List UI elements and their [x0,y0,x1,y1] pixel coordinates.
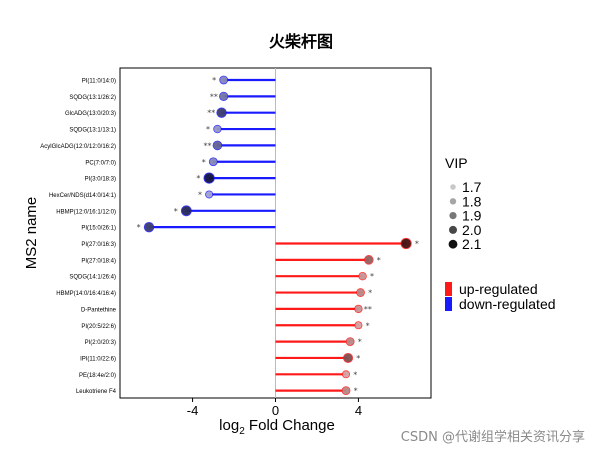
lollipop-dot [219,92,228,101]
y-tick-label: PI(3:0/18:3) [85,177,116,183]
y-tick-label: PI(11:0/14:0) [82,79,116,85]
lollipop-dot [204,173,214,183]
significance-marks: ************************ [137,76,419,396]
significance-mark: * [415,240,419,249]
y-tick-label: PI(15:0/26:1) [81,226,116,232]
significance-mark: * [196,174,200,183]
vip-legend-label: 1.9 [462,208,482,224]
significance-mark: * [174,207,178,216]
vip-legend-label: 1.8 [462,193,482,209]
vip-legend-key [448,239,458,249]
regulation-legend-label: down-regulated [459,296,556,312]
vip-legend-key [449,198,457,205]
y-tick-label: GlcADG(13:0/20:3) [65,111,116,117]
lollipop-dot [213,141,222,150]
y-tick-label: HexCer/NDS(d14:0/14:1) [49,193,116,199]
lollipop-stems [149,78,407,392]
significance-mark: * [206,125,210,134]
vip-legend-key [450,184,456,190]
significance-mark: * [198,190,202,199]
significance-mark: * [202,158,206,167]
y-tick-label: SQDG(14:1/26:4) [69,275,116,281]
y-tick-label: IPI(11:0/22:6) [80,356,116,362]
significance-mark: * [137,223,141,232]
y-tick-label: PI(27:0/16:3) [81,242,116,248]
lollipop-dot [355,305,362,313]
y-tick-label: Leukotriene F4 [76,389,117,395]
y-tick-label: AcylGlcADG(12:0/12:0/16:2) [40,144,116,150]
significance-mark: * [353,370,357,379]
y-tick-label: HBMP(14:0/16:4/16:4) [56,291,116,297]
y-tick-labels: PI(11:0/14:0) SQDG(13:1/26:2) GlcADG(13:0/… [40,79,116,396]
lollipop-dot [205,191,213,198]
significance-mark: * [356,354,360,363]
lollipop-dot [355,322,362,329]
lollipop-dot [144,222,154,232]
regulation-legend-key [445,297,452,311]
y-axis-label: MS2 name [23,197,40,270]
lollipop-dot [359,272,366,280]
watermark: CSDN @代谢组学相关资讯分享 [401,429,585,445]
vip-legend: 1.71.81.92.02.1 [448,179,482,252]
lollipop-dot [364,255,373,264]
lollipop-dots [143,75,412,396]
vip-legend-title: VIP [445,155,468,171]
regulation-legend-key [445,282,452,296]
significance-mark: * [366,321,370,330]
significance-mark: * [370,272,374,281]
lollipop-dot [346,338,354,346]
y-tick-label: D-Pantethine [81,307,117,313]
lollipop-dot [209,158,217,166]
lollipop-dot [342,387,350,395]
y-tick-label: PE(18:4e/2:0) [79,373,116,379]
y-tick-label: PC(7:0/7:0) [85,160,116,166]
significance-mark: ** [364,305,372,314]
significance-mark: ** [203,141,211,150]
lollipop-dot [214,125,221,133]
y-tick-label: PI(2:0/20:3) [85,340,116,346]
x-tick-label: 4 [355,403,362,418]
lollipop-dot [342,371,350,378]
lollipop-dot [343,353,353,363]
significance-mark: * [354,387,358,396]
x-tick-label: -4 [187,403,199,418]
vip-legend-label: 1.7 [462,179,482,195]
y-tick-label: SQDG(13:1/13:1) [69,128,116,134]
y-tick-label: PI(27:0/18:4) [81,258,116,264]
y-tick-label: HBMP(12:0/16:1/12:0) [56,209,116,215]
vip-legend-key [449,225,457,234]
y-tick-label: PI(20:5/22:6) [81,324,116,330]
y-tick-label: SQDG(13:1/26:2) [69,95,116,101]
regulation-legend-label: up-regulated [459,281,538,297]
x-axis-label: log2 Fold Change [219,417,335,437]
significance-mark: * [358,338,362,347]
significance-mark: * [368,289,372,298]
lollipop-dot [217,108,226,118]
lollipop-dot [181,206,191,216]
vip-legend-label: 2.1 [462,236,482,252]
lollipop-dot [401,238,411,249]
significance-mark: * [212,76,216,85]
x-ticks: -4 0 4 [187,398,362,418]
vip-legend-label: 2.0 [462,222,482,238]
significance-mark: * [377,256,381,265]
vip-legend-key [449,212,457,220]
x-tick-label: 0 [272,403,279,418]
significance-mark: ** [210,92,218,101]
lollipop-dot [356,288,365,297]
chart-title: 火柴杆图 [269,32,333,51]
lollipop-dot [220,76,228,84]
significance-mark: ** [207,109,215,118]
